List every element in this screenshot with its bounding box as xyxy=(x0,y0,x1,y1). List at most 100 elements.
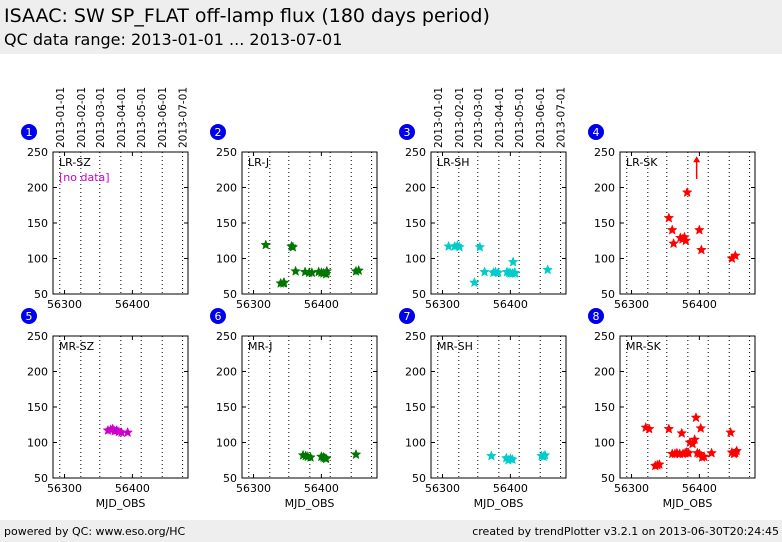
data-point xyxy=(305,451,316,463)
panel-number-7: 7 xyxy=(404,310,411,323)
panel-label-lr-sk: LR-SK xyxy=(626,156,658,169)
data-point xyxy=(643,423,655,434)
y-tick-label: 250 xyxy=(594,146,615,159)
y-tick-label: 200 xyxy=(216,182,237,195)
y-tick-label: 150 xyxy=(594,217,615,230)
y-tick-label: 150 xyxy=(405,217,426,230)
panel-label-mr-sh: MR-SH xyxy=(437,340,473,353)
panel-label-lr-sh: LR-SH xyxy=(437,156,470,169)
y-tick-label: 250 xyxy=(405,146,426,159)
data-point xyxy=(693,224,705,235)
data-point xyxy=(663,423,675,434)
y-tick-label: 250 xyxy=(594,330,615,343)
y-tick-label: 200 xyxy=(594,366,615,379)
data-point xyxy=(696,244,707,255)
y-tick-label: 100 xyxy=(594,437,615,450)
panel-label-mr-sk: MR-SK xyxy=(626,340,662,353)
y-tick-label: 200 xyxy=(27,182,48,195)
y-tick-label: 150 xyxy=(216,217,237,230)
y-tick-label: 100 xyxy=(405,253,426,266)
x-tick-label: 56300 xyxy=(425,482,460,495)
top-axis-date-label: 2013-05-01 xyxy=(514,87,526,148)
data-point xyxy=(454,241,465,252)
top-axis-date-label: 2013-03-01 xyxy=(473,87,485,148)
panel-badge-4 xyxy=(588,124,604,140)
top-axis-date-label: 2013-07-01 xyxy=(556,87,568,148)
page-footer: powered by QC: www.eso.org/HC created by… xyxy=(0,520,782,542)
y-tick-label: 50 xyxy=(223,472,237,485)
data-point xyxy=(542,264,554,275)
data-point xyxy=(492,267,504,278)
y-tick-label: 200 xyxy=(594,182,615,195)
panel-number-5: 5 xyxy=(26,310,33,323)
y-tick-label: 150 xyxy=(405,401,426,414)
data-point xyxy=(479,266,490,277)
y-tick-label: 50 xyxy=(34,472,48,485)
y-tick-label: 200 xyxy=(405,182,426,195)
no-data-label: [no data] xyxy=(59,171,110,184)
panel-number-8: 8 xyxy=(593,310,600,323)
data-point xyxy=(690,411,702,423)
data-point xyxy=(539,449,551,460)
y-tick-label: 150 xyxy=(27,217,48,230)
panel-badge-6 xyxy=(210,308,226,324)
data-point xyxy=(698,451,710,462)
panel-badge-2 xyxy=(210,124,226,140)
data-point xyxy=(681,186,693,198)
data-point xyxy=(122,426,134,438)
top-axis-date-label: 2013-04-01 xyxy=(116,87,128,148)
y-tick-label: 100 xyxy=(594,253,615,266)
y-tick-label: 150 xyxy=(594,401,615,414)
y-tick-label: 100 xyxy=(405,437,426,450)
top-axis-date-label: 2013-01-01 xyxy=(55,87,67,148)
top-axis-date-label: 2013-06-01 xyxy=(535,87,547,148)
y-tick-label: 250 xyxy=(216,146,237,159)
y-tick-label: 100 xyxy=(216,253,237,266)
top-axis-date-label: 2013-07-01 xyxy=(178,87,190,148)
data-point xyxy=(287,241,299,252)
top-axis-date-label: 2013-02-01 xyxy=(454,87,466,148)
panel-number-4: 4 xyxy=(593,126,600,139)
data-point xyxy=(260,239,272,250)
y-tick-label: 150 xyxy=(27,401,48,414)
x-tick-label: 56300 xyxy=(425,298,460,311)
x-tick-label: 56400 xyxy=(682,298,717,311)
data-point xyxy=(290,265,301,276)
data-point xyxy=(350,448,362,460)
data-point xyxy=(695,422,707,433)
panel-number-2: 2 xyxy=(215,126,222,139)
x-tick-label: 56400 xyxy=(115,482,150,495)
y-tick-label: 200 xyxy=(216,366,237,379)
data-point xyxy=(729,249,741,261)
panel-number-1: 1 xyxy=(26,126,33,139)
x-tick-label: 56400 xyxy=(304,298,339,311)
footer-created-by: created by trendPlotter v3.2.1 on 2013-0… xyxy=(472,525,779,538)
top-axis-date-label: 2013-05-01 xyxy=(136,87,148,148)
y-tick-label: 200 xyxy=(27,366,48,379)
y-tick-label: 200 xyxy=(405,366,426,379)
data-point xyxy=(485,450,497,461)
trend-plot: 1 2013-01-01 2013-02-01 2013-03-01 2013-04-0… xyxy=(21,87,756,510)
out-of-range-arrowhead xyxy=(693,156,701,163)
y-tick-label: 50 xyxy=(223,288,237,301)
data-point xyxy=(321,265,333,276)
x-tick-label: 56300 xyxy=(236,298,271,311)
data-point xyxy=(676,427,688,438)
data-point xyxy=(507,256,519,267)
x-tick-label: 56300 xyxy=(47,482,82,495)
y-tick-label: 50 xyxy=(601,472,615,485)
data-point xyxy=(725,426,736,438)
y-tick-label: 50 xyxy=(412,288,426,301)
data-point xyxy=(663,212,675,223)
data-point xyxy=(706,447,717,458)
data-point xyxy=(653,458,665,470)
data-point xyxy=(469,276,480,288)
y-tick-label: 150 xyxy=(216,401,237,414)
panel-number-3: 3 xyxy=(404,126,411,139)
panel-number-6: 6 xyxy=(215,310,222,323)
x-tick-label: 56400 xyxy=(493,482,528,495)
x-axis-label: MJD_OBS xyxy=(474,497,524,510)
y-tick-label: 50 xyxy=(412,472,426,485)
panel-badge-7 xyxy=(399,308,415,324)
data-point xyxy=(668,237,679,249)
